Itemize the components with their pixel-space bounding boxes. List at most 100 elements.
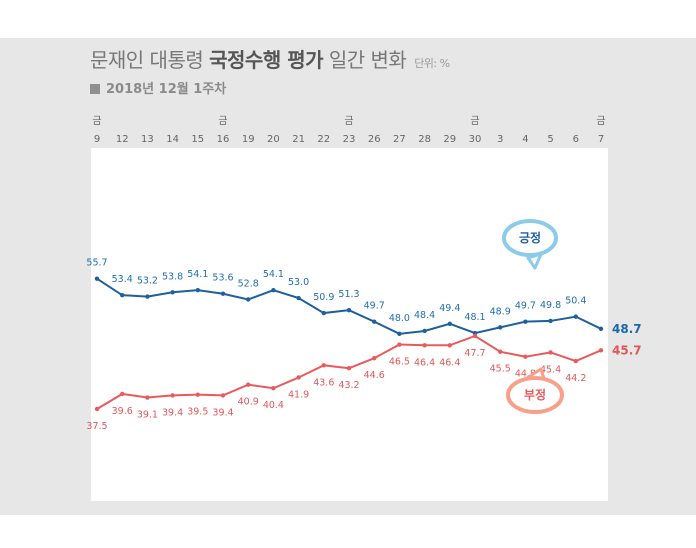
- positive-point: [598, 326, 604, 332]
- data-labels: 55.7 53.4 53.2 53.8 54.1 53.6 52.8 54.1 53.0 50.9…: [86, 258, 641, 432]
- positive-point: [321, 310, 326, 316]
- chart-title: 문재인 대통령 국정수행 평가 일간 변화 단위: %: [90, 44, 450, 73]
- negative-point: [573, 358, 578, 364]
- negative-data-label: 39.5: [187, 407, 208, 418]
- weekday-label: 금: [92, 115, 101, 127]
- x-tick-label: 19: [242, 134, 255, 145]
- positive-point: [195, 287, 200, 293]
- negative-point: [422, 343, 427, 348]
- negative-point: [94, 406, 100, 412]
- positive-data-label: 53.6: [212, 273, 233, 284]
- positive-data-label: 52.8: [238, 278, 259, 289]
- positive-data-label: 49.8: [540, 300, 561, 311]
- positive-data-label: 49.7: [364, 301, 385, 312]
- negative-point: [523, 354, 528, 359]
- x-tick-label: 16: [217, 134, 230, 145]
- negative-point: [548, 350, 553, 355]
- negative-point: [498, 349, 503, 354]
- title-suffix: 일간 변화: [328, 48, 407, 72]
- unit-label: 단위: %: [414, 57, 450, 70]
- positive-point: [170, 290, 175, 295]
- negative-data-label: 43.6: [313, 377, 334, 388]
- positive-data-label: 55.7: [86, 258, 107, 269]
- title-bold: 국정수행 평가: [209, 48, 323, 72]
- positive-point: [271, 287, 276, 293]
- positive-point: [397, 331, 402, 337]
- positive-data-label: 53.2: [137, 276, 158, 287]
- positive-point: [422, 328, 427, 334]
- negative-end-label: 45.7: [612, 343, 642, 357]
- negative-point: [472, 333, 478, 339]
- positive-data-label: 48.9: [490, 306, 511, 317]
- positive-data-label: 48.0: [389, 313, 410, 324]
- negative-data-label: 41.9: [288, 389, 309, 400]
- x-tick-label: 20: [267, 134, 280, 145]
- negative-point: [170, 393, 175, 398]
- negative-data-label: 46.4: [439, 357, 460, 368]
- negative-point: [271, 386, 276, 391]
- negative-point: [296, 375, 301, 380]
- x-tick-label: 30: [469, 134, 482, 145]
- positive-point: [548, 318, 553, 324]
- weekday-label: 금: [596, 115, 605, 127]
- positive-point: [94, 276, 100, 281]
- positive-data-label: 53.0: [288, 277, 309, 288]
- x-tick-label: 13: [141, 134, 154, 145]
- series-points: [94, 276, 604, 412]
- positive-point: [523, 319, 528, 324]
- positive-data-label: 53.4: [112, 274, 133, 285]
- square-icon: [90, 84, 100, 94]
- weekday-label: 금: [344, 115, 353, 127]
- positive-bubble: [502, 219, 558, 257]
- x-tick-label: 29: [443, 134, 456, 145]
- negative-point: [195, 392, 200, 397]
- negative-point: [321, 363, 326, 368]
- negative-point: [145, 395, 150, 400]
- x-tick-label: 15: [191, 134, 204, 145]
- negative-point: [220, 393, 226, 398]
- positive-point: [120, 292, 125, 298]
- negative-data-label: 40.4: [263, 400, 284, 411]
- subtitle-text: 2018년 12월 1주차: [106, 82, 227, 97]
- x-tick-label: 5: [547, 134, 553, 145]
- positive-point: [447, 321, 452, 326]
- positive-point: [372, 319, 377, 324]
- x-tick-label: 22: [317, 134, 330, 145]
- negative-data-label: 44.6: [364, 370, 385, 381]
- positive-end-label: 48.7: [612, 322, 642, 336]
- negative-data-label: 40.9: [238, 397, 259, 408]
- x-tick-label: 26: [368, 134, 381, 145]
- x-tick-label: 7: [598, 134, 604, 145]
- negative-data-label: 37.5: [86, 421, 107, 432]
- plot-area: [91, 148, 608, 501]
- x-tick-label: 4: [522, 134, 528, 145]
- positive-data-label: 48.1: [464, 312, 485, 323]
- x-tick-label: 23: [343, 134, 356, 145]
- negative-point: [372, 355, 377, 361]
- negative-point: [598, 348, 604, 353]
- positive-point: [498, 325, 503, 330]
- positive-data-label: 54.1: [187, 269, 208, 280]
- x-tick-label: 27: [393, 134, 406, 145]
- weekday-label: 금: [218, 115, 227, 127]
- positive-legend-label: 긍정: [519, 230, 541, 245]
- negative-bubble: [506, 376, 564, 414]
- negative-point: [120, 391, 125, 397]
- positive-point: [145, 294, 150, 299]
- x-tick-label: 28: [418, 134, 431, 145]
- x-tick-label: 14: [166, 134, 179, 145]
- x-tick-label: 9: [94, 134, 100, 145]
- negative-data-label: 47.7: [464, 348, 485, 359]
- negative-data-label: 44.2: [565, 373, 586, 384]
- positive-point: [346, 307, 352, 313]
- negative-data-label: 39.1: [137, 410, 158, 421]
- positive-data-label: 51.3: [338, 289, 359, 300]
- title-prefix: 문재인 대통령: [90, 48, 204, 72]
- negative-data-label: 39.4: [162, 407, 183, 418]
- positive-point: [246, 297, 251, 302]
- negative-data-label: 45.4: [540, 364, 561, 375]
- positive-data-label: 53.8: [162, 271, 183, 282]
- chart-subtitle: 2018년 12월 1주차: [90, 78, 226, 97]
